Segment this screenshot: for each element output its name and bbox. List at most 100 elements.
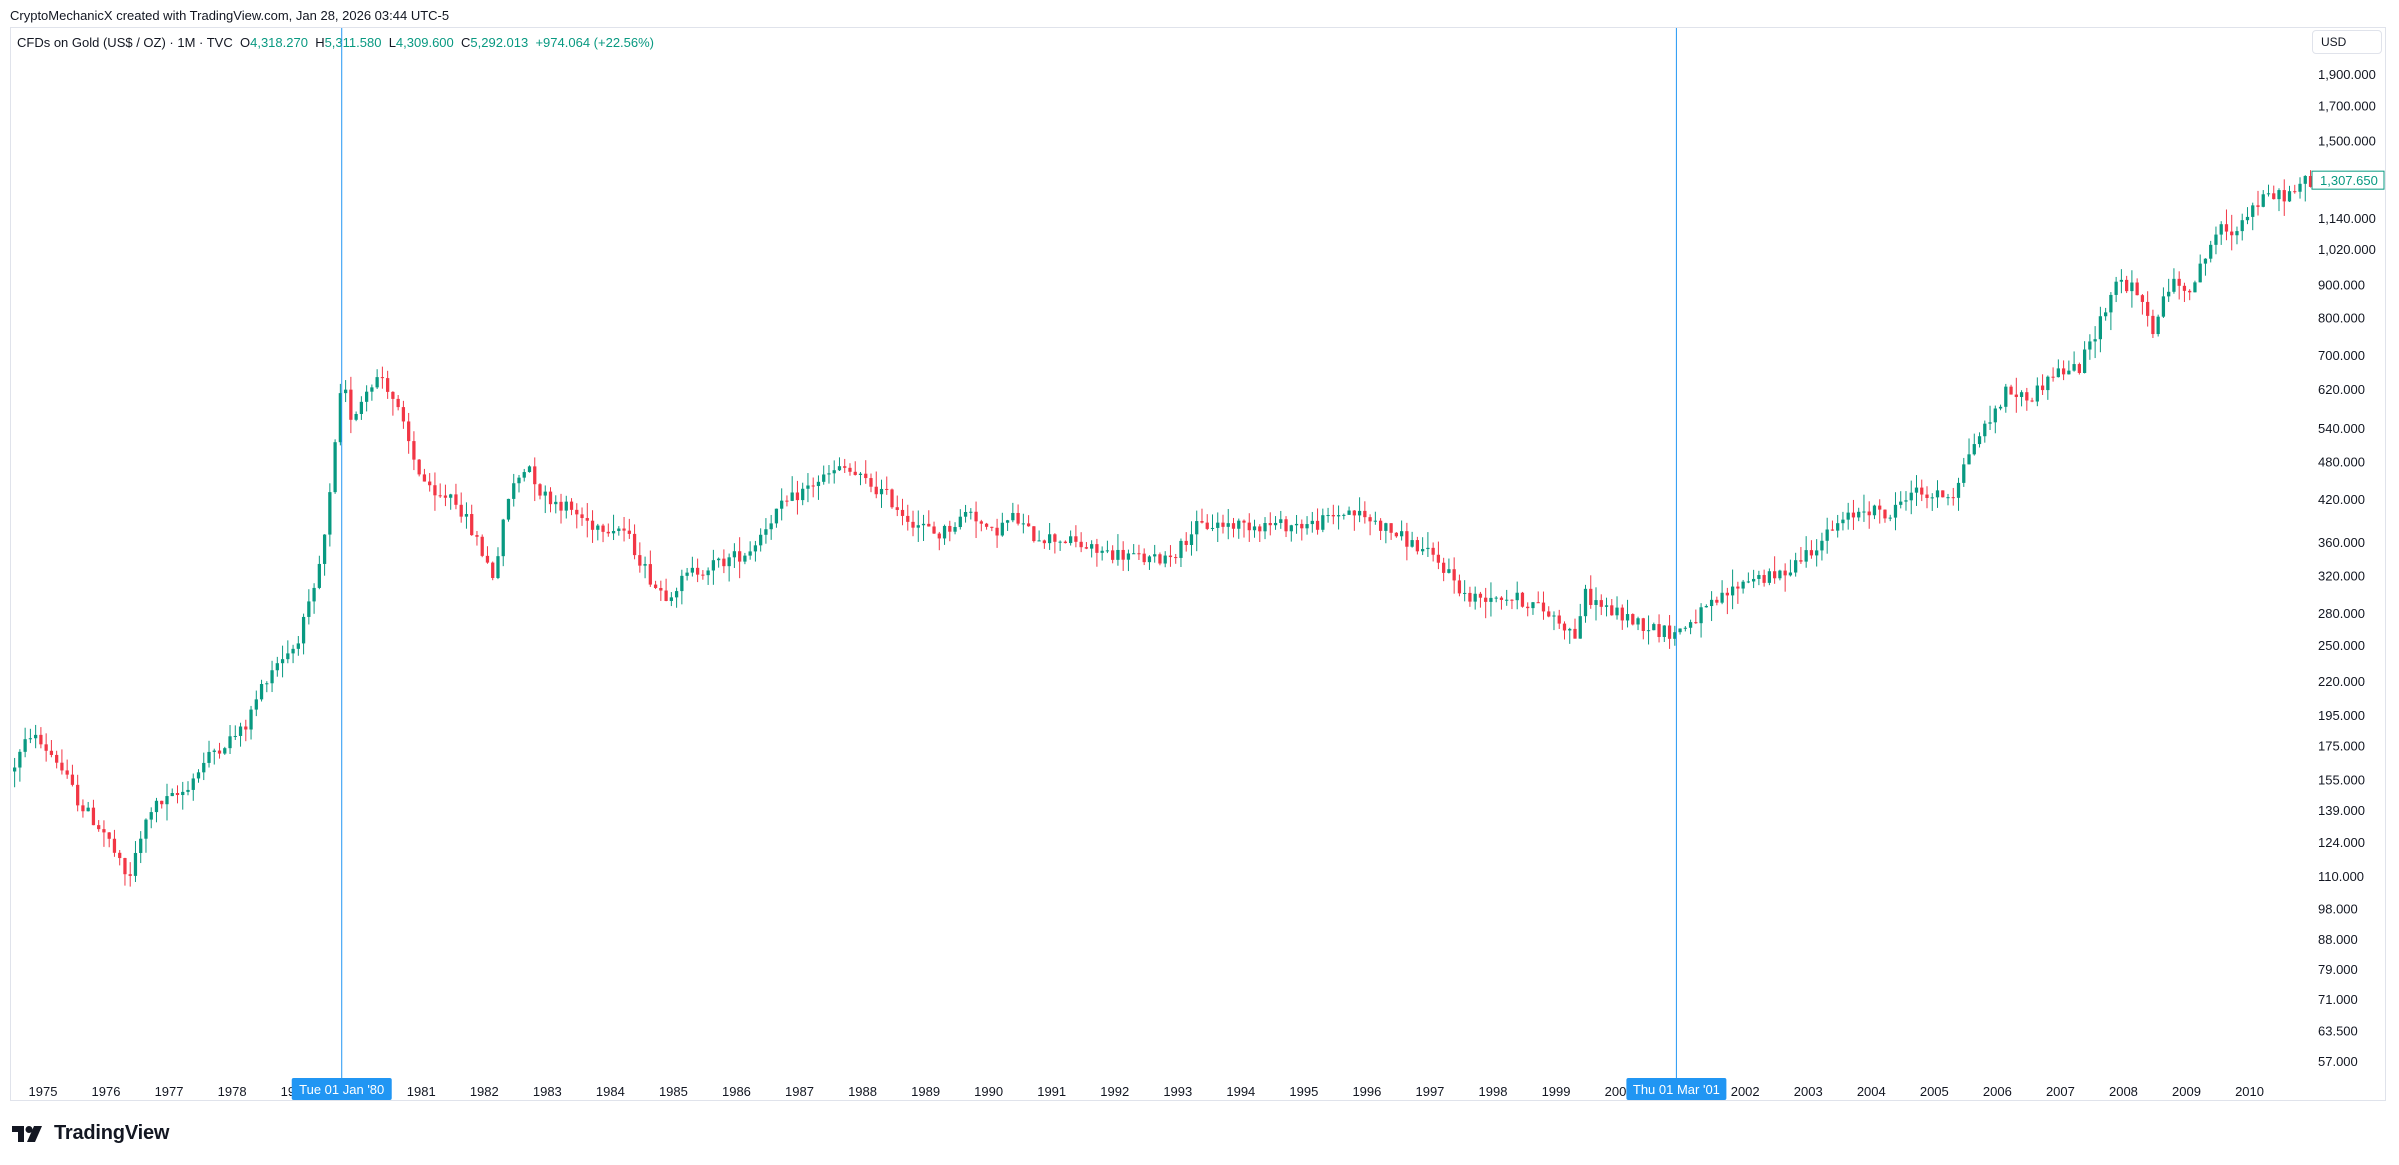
- candle-body: [680, 575, 684, 592]
- x-tick-label: 1991: [1037, 1084, 1066, 1099]
- candle-body: [12, 767, 17, 772]
- candle-body: [160, 800, 164, 805]
- y-tick-label: 1,700.000: [2318, 98, 2376, 113]
- candle-body: [428, 481, 432, 486]
- candle-body: [2235, 231, 2239, 236]
- tradingview-logo-icon: [12, 1125, 42, 1142]
- open-label: O: [239, 35, 251, 50]
- candle-body: [223, 748, 227, 754]
- candle-body: [370, 387, 374, 392]
- marker-date-badge: [1626, 1078, 1727, 1100]
- candle-body: [580, 514, 584, 519]
- candle-body: [2072, 364, 2076, 371]
- x-tick-label: 1976: [92, 1084, 121, 1099]
- candle-body: [2251, 205, 2255, 217]
- candle-body: [690, 567, 694, 573]
- x-tick-label: 1987: [785, 1084, 814, 1099]
- candle-body: [1247, 522, 1251, 531]
- candle-body: [1357, 510, 1362, 516]
- candle-body: [55, 754, 59, 763]
- candle-body: [2088, 341, 2092, 350]
- candle-body: [1694, 622, 1698, 624]
- candle-body: [1415, 540, 1420, 552]
- candle-body: [1652, 624, 1656, 631]
- candle-body: [2025, 392, 2029, 401]
- candle-body: [60, 762, 64, 771]
- candle-body: [1557, 615, 1561, 624]
- y-tick-label: 110.000: [2318, 869, 2364, 884]
- candle-body: [301, 616, 306, 644]
- y-tick-label: 620.000: [2318, 382, 2365, 397]
- candle-body: [1841, 519, 1845, 524]
- candle-body: [1331, 515, 1335, 517]
- candle-body: [2261, 194, 2265, 207]
- candle-body: [438, 495, 442, 497]
- candle-body: [1237, 520, 1241, 529]
- candle-body: [2177, 278, 2181, 286]
- candle-body: [1709, 599, 1714, 607]
- candle-body: [2056, 368, 2060, 378]
- candle-body: [1683, 627, 1687, 629]
- candle-body: [1294, 523, 1299, 526]
- candle-body: [1767, 571, 1772, 583]
- candle-body: [1552, 615, 1556, 617]
- candle-body: [1804, 550, 1808, 562]
- candle-body: [1536, 602, 1540, 604]
- candle-body: [491, 562, 495, 578]
- candle-body: [123, 858, 127, 875]
- candle-body: [1436, 554, 1441, 563]
- candle-body: [1641, 618, 1645, 631]
- candle-body: [1410, 540, 1414, 547]
- currency-button[interactable]: USD: [2312, 30, 2382, 54]
- candle-body: [1321, 515, 1325, 530]
- candle-body: [879, 488, 884, 495]
- x-tick-label: 1994: [1226, 1084, 1255, 1099]
- candle-body: [617, 528, 621, 531]
- candle-body: [921, 523, 926, 526]
- y-tick-label: 98.000: [2318, 901, 2358, 916]
- candle-body: [769, 523, 773, 530]
- tradingview-logo[interactable]: TradingView: [12, 1122, 169, 1145]
- candle-body: [1252, 526, 1257, 531]
- change-value: +974.064 (+22.56%): [535, 35, 655, 50]
- candle-body: [133, 852, 138, 876]
- candle-body: [1899, 501, 1903, 505]
- candle-body: [1499, 597, 1504, 600]
- x-tick-label: 2000: [1605, 1084, 1634, 1099]
- candle-body: [1678, 628, 1682, 633]
- candle-body: [874, 486, 878, 495]
- candle-body: [753, 545, 758, 552]
- candle-body: [1300, 523, 1304, 529]
- candle-body: [1704, 606, 1708, 608]
- x-tick-label: 2005: [1920, 1084, 1949, 1099]
- candle-body: [1531, 602, 1535, 609]
- candle-body: [1168, 555, 1173, 558]
- low-label: L: [388, 35, 396, 50]
- candle-body: [2146, 301, 2150, 316]
- x-tick-label: 1977: [155, 1084, 184, 1099]
- candle-body: [1384, 523, 1388, 531]
- candle-body: [869, 478, 873, 487]
- candle-body: [1757, 575, 1761, 579]
- candle-body: [2046, 376, 2050, 391]
- candle-body: [2114, 281, 2118, 295]
- candle-body: [764, 529, 768, 535]
- candle-body: [2030, 400, 2034, 402]
- candle-body: [1205, 522, 1209, 529]
- candle-body: [785, 500, 789, 502]
- x-tick-label: 1988: [848, 1084, 877, 1099]
- candle-body: [459, 504, 463, 517]
- candle-body: [186, 789, 190, 792]
- candle-body: [343, 389, 348, 394]
- candle-body: [1862, 511, 1866, 513]
- high-label: H: [315, 35, 325, 50]
- candle-body: [853, 471, 857, 475]
- candle-body: [102, 829, 106, 833]
- candle-body: [974, 511, 978, 522]
- candle-body: [328, 492, 332, 535]
- candle-body: [1137, 553, 1141, 555]
- candle-body: [653, 584, 658, 588]
- symbol-title[interactable]: CFDs on Gold (US$ / OZ) · 1M · TVC: [17, 35, 233, 50]
- candle-body: [1526, 606, 1530, 609]
